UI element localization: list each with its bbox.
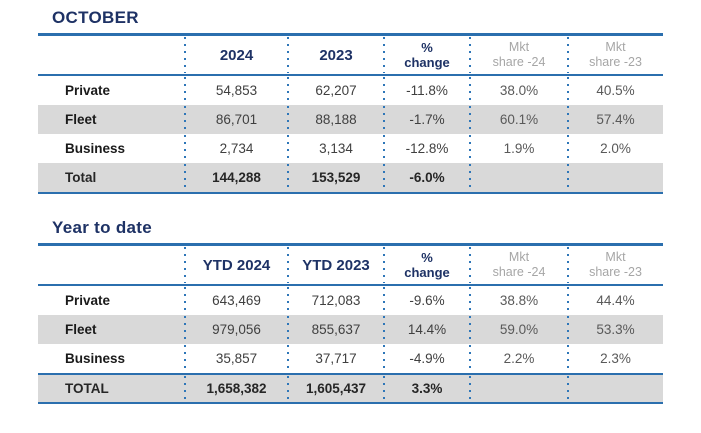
header-mkt-share-24: Mkt share -24 [469, 36, 568, 74]
table-row-fleet: Fleet 979,056 855,637 14.4% 59.0% 53.3% [38, 315, 663, 344]
value-2024: 144,288 [184, 163, 288, 192]
value-2023: 88,188 [287, 105, 384, 134]
header-empty-cell [38, 246, 185, 284]
header-2024: 2024 [184, 36, 288, 74]
value-mkt-24: 2.2% [469, 344, 568, 373]
table-row-business: Business 35,857 37,717 -4.9% 2.2% 2.3% [38, 344, 663, 373]
header-empty-cell [38, 36, 185, 74]
value-2023: 153,529 [287, 163, 384, 192]
value-ytd-2024: 1,658,382 [184, 375, 288, 402]
value-mkt-23: 53.3% [567, 315, 663, 344]
value-mkt-24: 1.9% [469, 134, 568, 163]
value-2024: 2,734 [184, 134, 288, 163]
header-mkt-share-23: Mkt share -23 [567, 36, 663, 74]
row-label: TOTAL [65, 381, 109, 396]
value-pct-change: -4.9% [383, 344, 470, 373]
value-mkt-24 [469, 163, 568, 192]
value-ytd-2023: 1,605,437 [287, 375, 384, 402]
value-mkt-24: 59.0% [469, 315, 568, 344]
row-label: Fleet [65, 322, 97, 337]
value-ytd-2023: 855,637 [287, 315, 384, 344]
value-pct-change: -11.8% [383, 76, 470, 105]
table-row-private: Private 54,853 62,207 -11.8% 38.0% 40.5% [38, 76, 663, 105]
header-pct-change: % change [383, 246, 470, 284]
table-row-total: Total 144,288 153,529 -6.0% [38, 163, 663, 192]
value-ytd-2024: 35,857 [184, 344, 288, 373]
value-mkt-23: 44.4% [567, 286, 663, 315]
value-ytd-2024: 643,469 [184, 286, 288, 315]
value-ytd-2024: 979,056 [184, 315, 288, 344]
value-mkt-23: 2.0% [567, 134, 663, 163]
value-pct-change: 14.4% [383, 315, 470, 344]
value-mkt-23: 40.5% [567, 76, 663, 105]
value-pct-change: -6.0% [383, 163, 470, 192]
value-mkt-24: 38.8% [469, 286, 568, 315]
october-header-row: 2024 2023 % change Mkt share -24 Mkt sha… [38, 36, 663, 76]
table-row-private: Private 643,469 712,083 -9.6% 38.8% 44.4… [38, 286, 663, 315]
value-mkt-24: 60.1% [469, 105, 568, 134]
october-section-title: OCTOBER [52, 8, 139, 27]
value-2023: 62,207 [287, 76, 384, 105]
value-mkt-24: 38.0% [469, 76, 568, 105]
value-2024: 86,701 [184, 105, 288, 134]
header-mkt-share-23: Mkt share -23 [567, 246, 663, 284]
table-row-total: TOTAL 1,658,382 1,605,437 3.3% [38, 373, 663, 402]
ytd-table: YTD 2024 YTD 2023 % change Mkt share -24… [38, 243, 663, 404]
october-table: 2024 2023 % change Mkt share -24 Mkt sha… [38, 33, 663, 194]
value-mkt-23: 2.3% [567, 344, 663, 373]
row-label: Private [65, 293, 111, 308]
header-ytd-2024: YTD 2024 [184, 246, 288, 284]
table-row-fleet: Fleet 86,701 88,188 -1.7% 60.1% 57.4% [38, 105, 663, 134]
value-2024: 54,853 [184, 76, 288, 105]
value-pct-change: -1.7% [383, 105, 470, 134]
header-pct-change: % change [383, 36, 470, 74]
row-label: Total [65, 170, 97, 185]
value-pct-change: -12.8% [383, 134, 470, 163]
value-mkt-24 [469, 375, 568, 402]
header-mkt-share-24: Mkt share -24 [469, 246, 568, 284]
row-label: Business [65, 351, 126, 366]
header-ytd-2023: YTD 2023 [287, 246, 384, 284]
row-label: Private [65, 83, 111, 98]
value-ytd-2023: 37,717 [287, 344, 384, 373]
value-mkt-23 [567, 375, 663, 402]
value-mkt-23: 57.4% [567, 105, 663, 134]
ytd-header-row: YTD 2024 YTD 2023 % change Mkt share -24… [38, 246, 663, 286]
value-pct-change: -9.6% [383, 286, 470, 315]
header-2023: 2023 [287, 36, 384, 74]
ytd-section-title: Year to date [52, 218, 152, 237]
row-label: Business [65, 141, 126, 156]
value-ytd-2023: 712,083 [287, 286, 384, 315]
value-2023: 3,134 [287, 134, 384, 163]
row-label: Fleet [65, 112, 97, 127]
table-row-business: Business 2,734 3,134 -12.8% 1.9% 2.0% [38, 134, 663, 163]
value-pct-change: 3.3% [383, 375, 470, 402]
value-mkt-23 [567, 163, 663, 192]
